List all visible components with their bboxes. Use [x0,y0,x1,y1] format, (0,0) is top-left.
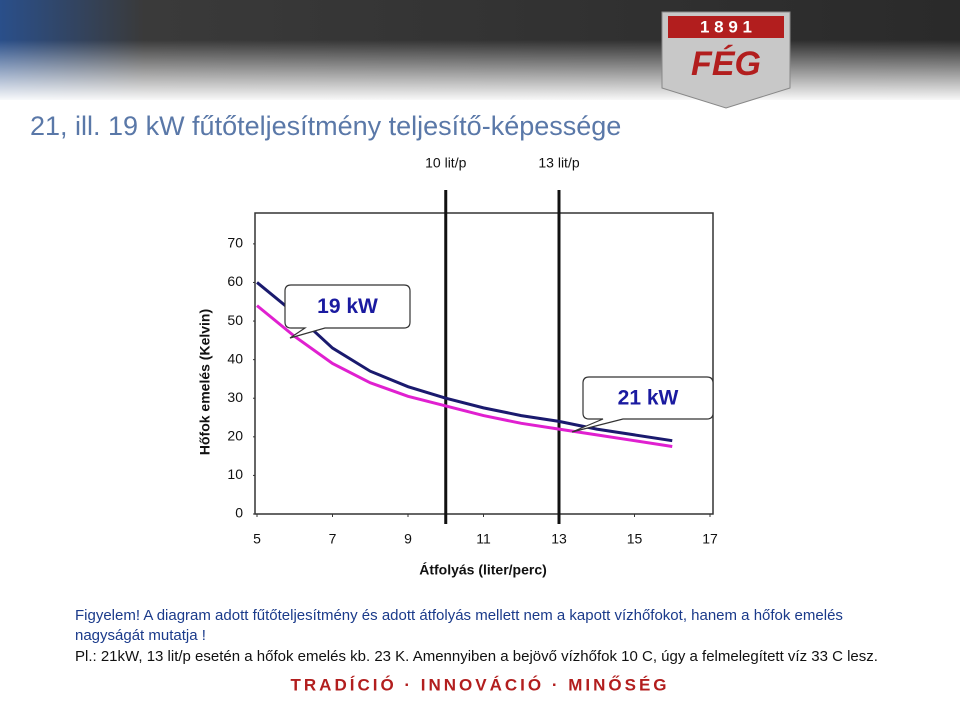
x-tick-label: 17 [702,531,718,547]
y-tick-label: 0 [235,505,243,521]
logo-year: 1 8 9 1 [700,17,752,36]
y-tick-label: 60 [227,273,243,289]
footer-slogan: TRADÍCIÓ · INNOVÁCIÓ · MINŐSÉG [291,675,670,694]
series-line [256,281,673,443]
note-line: Figyelem! A diagram adott fűtőteljesítmé… [75,607,843,624]
callout-text: 21 kW [618,387,679,410]
header-fade [0,40,960,102]
callout-box [571,376,714,433]
y-tick-label: 70 [227,235,243,251]
reference-label: 10 lit/p [425,155,466,171]
x-tick-label: 11 [476,531,491,547]
x-axis-label: Átfolyás (liter/perc) [419,562,547,578]
slide-title: 21, ill. 19 kW fűtőteljesítmény teljesít… [30,111,621,141]
callout-text: 19 kW [317,295,378,318]
chart: 0 10 20 30 40 50 60 70 5 7 9 11 13 15 17 Átfolyás (lite… [197,155,718,578]
plot-frame [254,212,714,515]
reference-label: 13 lit/p [538,155,579,171]
y-axis-label: Hőfok emelés (Kelvin) [197,309,213,455]
y-tick-label: 10 [227,466,243,482]
x-tick-label: 15 [627,531,643,547]
x-tick-label: 13 [551,531,567,547]
x-tick-label: 9 [404,531,412,547]
y-tick-label: 40 [227,350,243,366]
y-tick-label: 50 [227,312,243,328]
callout-box [284,284,411,339]
y-tick-label: 20 [227,428,243,444]
logo-band [668,16,784,38]
x-tick-label: 5 [253,531,261,547]
note-line: Pl.: 21kW, 13 lit/p esetén a hőfok emelé… [75,648,878,665]
note-line: nagyságát mutatja ! [75,627,206,644]
y-tick-label: 30 [227,389,243,405]
series-line [256,304,673,448]
x-tick-label: 7 [329,531,337,547]
logo-name: FÉG [691,45,761,83]
